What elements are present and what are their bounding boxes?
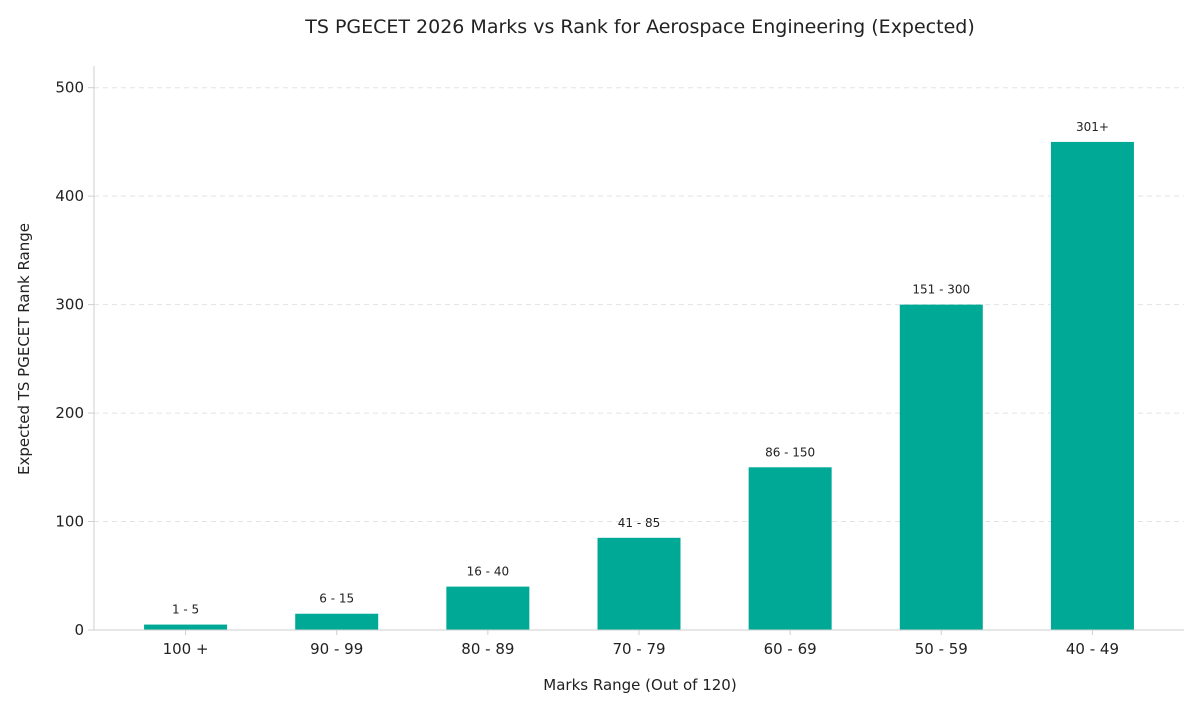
x-tick-label: 80 - 89 [461, 640, 514, 658]
x-tick-label: 50 - 59 [915, 640, 968, 658]
y-tick-label: 200 [55, 404, 84, 422]
bars [144, 141, 1134, 630]
bar [446, 586, 530, 630]
x-tick-label: 70 - 79 [612, 640, 665, 658]
y-tick-label: 0 [74, 621, 84, 639]
data-label: 86 - 150 [765, 445, 815, 459]
x-tick-label: 100 + [163, 640, 209, 658]
y-tick-label: 300 [55, 296, 84, 314]
x-tick-label: 40 - 49 [1066, 640, 1119, 658]
bar [597, 537, 681, 630]
data-label: 16 - 40 [467, 565, 510, 579]
x-tick-label: 60 - 69 [764, 640, 817, 658]
bar [295, 613, 379, 630]
chart-title: TS PGECET 2026 Marks vs Rank for Aerospa… [304, 16, 975, 38]
bar [748, 467, 832, 630]
y-tick-label: 500 [55, 79, 84, 97]
labels: 0 100 200 300 400 500 100 + 1 - 5 90 - 99 6 - 15 8… [55, 79, 1119, 658]
data-label: 301+ [1076, 120, 1109, 134]
y-tick-label: 400 [55, 187, 84, 205]
data-label: 6 - 15 [319, 592, 354, 606]
y-tick-label: 100 [55, 513, 84, 531]
bar [1050, 141, 1134, 630]
gridlines [94, 87, 1184, 523]
bar [899, 304, 983, 630]
x-axis-label: Marks Range (Out of 120) [543, 676, 736, 694]
axes [88, 66, 1184, 635]
data-label: 151 - 300 [912, 283, 970, 297]
data-label: 1 - 5 [172, 603, 199, 617]
x-tick-label: 90 - 99 [310, 640, 363, 658]
bar [144, 624, 228, 630]
data-label: 41 - 85 [618, 516, 661, 530]
y-axis-label: Expected TS PGECET Rank Range [15, 223, 33, 475]
